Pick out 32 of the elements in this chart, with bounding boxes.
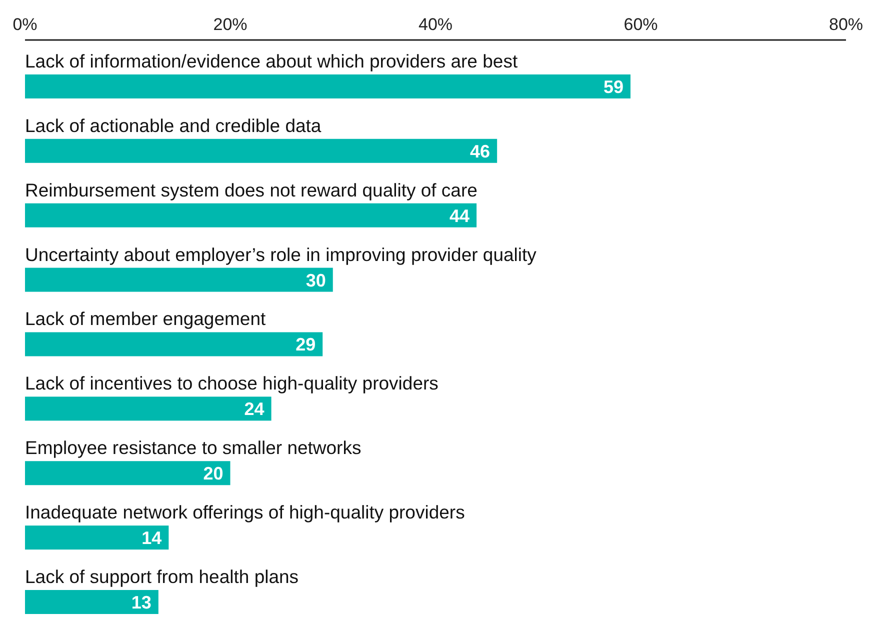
y-tick-label: Inadequate network offerings of high-quality providers xyxy=(25,502,465,523)
data-label: 30 xyxy=(306,270,326,290)
y-tick-label: Lack of actionable and credible data xyxy=(25,114,322,136)
y-tick-label: Employee resistance to smaller networks xyxy=(25,437,362,458)
data-label: 13 xyxy=(131,592,152,612)
x-tick-label: 60% xyxy=(624,15,658,34)
data-label: 44 xyxy=(450,206,470,226)
bar xyxy=(25,526,169,550)
x-tick-label: 20% xyxy=(213,15,248,34)
bar xyxy=(25,203,477,228)
data-label: 29 xyxy=(296,334,316,355)
x-tick-label: 80% xyxy=(828,15,864,34)
bar xyxy=(25,74,630,98)
x-tick-label: 40% xyxy=(418,15,453,34)
y-tick-label: Lack of information/evidence about which providers are best xyxy=(25,50,518,72)
bar xyxy=(25,396,272,421)
y-tick-label: Uncertainty about employer’s role in improving provider quality xyxy=(25,244,538,265)
y-tick-label: Lack of support from health plans xyxy=(25,566,299,587)
y-tick-label: Reimbursement system does not reward quality of care xyxy=(25,179,478,200)
bar xyxy=(25,590,158,614)
bar xyxy=(25,461,230,486)
data-label: 14 xyxy=(142,528,162,548)
bar xyxy=(25,268,333,292)
data-label: 46 xyxy=(470,141,490,162)
data-label: 20 xyxy=(203,464,224,484)
data-label: 24 xyxy=(244,399,264,420)
y-tick-label: Lack of incentives to choose high-quality providers xyxy=(25,372,438,394)
data-label: 59 xyxy=(603,76,624,97)
y-tick-label: Lack of member engagement xyxy=(25,308,266,330)
bar xyxy=(25,138,498,163)
x-tick-label: 0% xyxy=(12,15,38,34)
bar xyxy=(25,332,323,356)
